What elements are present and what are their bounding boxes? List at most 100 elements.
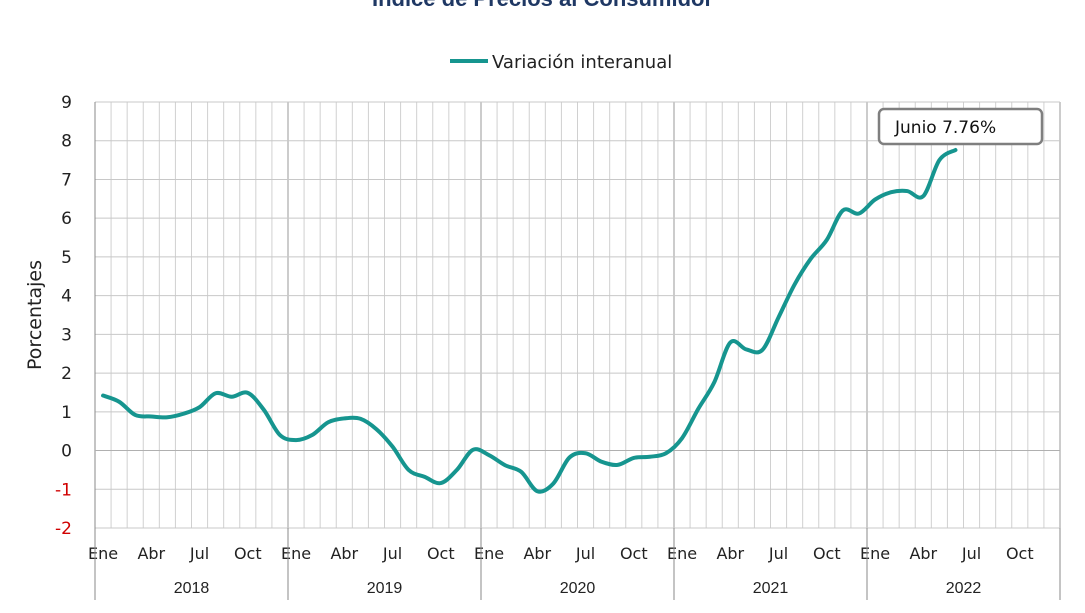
y-tick-label: 7 — [61, 170, 72, 190]
x-month-label: Jul — [961, 544, 981, 563]
x-month-label: Ene — [474, 544, 504, 563]
data-point — [551, 481, 555, 485]
data-point — [953, 148, 957, 152]
data-point — [181, 412, 185, 416]
y-tick-label: 5 — [61, 248, 72, 268]
data-point — [776, 315, 780, 319]
data-point — [503, 463, 507, 467]
x-year-label: 2021 — [753, 580, 789, 597]
x-month-label: Abr — [716, 544, 744, 563]
data-point — [519, 470, 523, 474]
x-month-label: Abr — [137, 544, 165, 563]
data-point — [487, 453, 491, 457]
series-layer — [101, 148, 958, 494]
data-point — [535, 489, 539, 493]
y-tick-label: 1 — [61, 403, 72, 423]
y-axis-label: Porcentajes — [24, 260, 46, 370]
data-point — [149, 414, 153, 418]
grid — [94, 101, 1061, 529]
x-axis: Ene Abr Jul Oct 2018 Ene Abr Jul Oct 2019 Ene Abr Ju… — [88, 528, 1061, 600]
data-point — [278, 433, 282, 437]
data-point — [471, 448, 475, 452]
x-month-label: Jul — [768, 544, 788, 563]
x-month-label: Abr — [330, 544, 358, 563]
annotation-text: Junio 7.76% — [894, 118, 996, 138]
x-month-label: Oct — [1006, 544, 1034, 563]
y-axis-ticks: -2 -1 0 1 2 3 4 5 6 7 8 9 — [55, 93, 72, 539]
data-point — [262, 408, 266, 412]
x-month-label: Oct — [427, 544, 455, 563]
data-point — [567, 455, 571, 459]
y-tick-label: 3 — [61, 325, 72, 345]
x-month-label: Abr — [909, 544, 937, 563]
y-tick-label: 8 — [61, 132, 72, 152]
x-month-label: Jul — [189, 544, 209, 563]
data-point — [696, 407, 700, 411]
data-point — [342, 416, 346, 420]
data-point — [246, 391, 250, 395]
data-point — [423, 475, 427, 479]
y-tick-label: 9 — [61, 93, 72, 113]
series-line — [101, 148, 958, 494]
annotation-box — [877, 107, 1044, 146]
data-point — [632, 456, 636, 460]
data-point — [583, 451, 587, 455]
data-point — [294, 438, 298, 442]
y-tick-label: -1 — [55, 480, 72, 500]
data-point — [101, 393, 105, 397]
annotation-junio: Junio 7.76% — [877, 107, 1044, 146]
data-point — [165, 415, 169, 419]
data-point — [358, 417, 362, 421]
x-year-label: 2022 — [946, 580, 982, 597]
legend-label: Variación interanual — [492, 52, 672, 73]
data-point — [133, 413, 137, 417]
data-point — [857, 211, 861, 215]
data-point — [406, 468, 410, 472]
x-month-label: Ene — [88, 544, 118, 563]
x-month-label: Jul — [575, 544, 595, 563]
x-month-label: Oct — [813, 544, 841, 563]
data-point — [374, 427, 378, 431]
data-point — [889, 190, 893, 194]
y-tick-label: 0 — [61, 442, 72, 462]
y-tick-label: -2 — [55, 519, 72, 539]
data-point — [792, 282, 796, 286]
y-tick-label: 2 — [61, 364, 72, 384]
data-point — [937, 158, 941, 162]
data-point — [760, 348, 764, 352]
y-tick-label: 4 — [61, 287, 72, 307]
data-point — [455, 468, 459, 472]
x-year-label: 2019 — [367, 580, 403, 597]
x-month-label: Oct — [620, 544, 648, 563]
data-point — [390, 444, 394, 448]
x-month-label: Abr — [523, 544, 551, 563]
data-point — [616, 463, 620, 467]
data-point — [809, 257, 813, 261]
x-month-label: Jul — [382, 544, 402, 563]
y-tick-label: 6 — [61, 209, 72, 229]
data-point — [744, 347, 748, 351]
x-year-label: 2020 — [560, 580, 596, 597]
data-point — [230, 395, 234, 399]
data-point — [905, 189, 909, 193]
x-year-label: 2018 — [174, 580, 210, 597]
data-point — [873, 197, 877, 201]
data-point — [599, 460, 603, 464]
data-point — [680, 436, 684, 440]
data-point — [712, 380, 716, 384]
data-point — [310, 433, 314, 437]
data-point — [117, 400, 121, 404]
data-point — [728, 340, 732, 344]
data-point — [648, 455, 652, 459]
chart-title: Índice de Precios al Consumidor — [0, 0, 1085, 12]
data-point — [213, 391, 217, 395]
legend: Variación interanual — [450, 52, 672, 73]
data-point — [921, 194, 925, 198]
data-point — [197, 405, 201, 409]
data-point — [439, 481, 443, 485]
x-month-label: Oct — [234, 544, 262, 563]
x-month-label: Ene — [860, 544, 890, 563]
x-month-label: Ene — [281, 544, 311, 563]
data-point — [841, 208, 845, 212]
